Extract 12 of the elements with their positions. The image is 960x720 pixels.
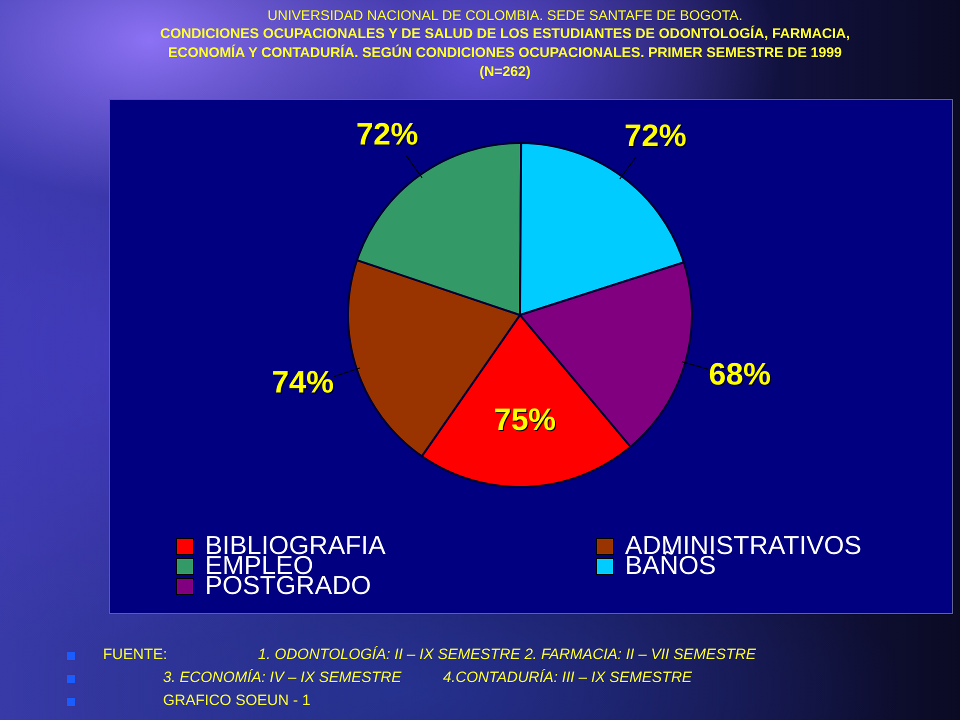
data-label: 75%	[494, 402, 556, 438]
data-label: 68%	[708, 356, 771, 392]
data-label: 74%	[272, 364, 334, 400]
text: 4.CONTADURÍA: III – IX SEMESTRE	[443, 669, 692, 687]
chart-subtitle: CONDICIONES OCUPACIONALES Y DE SALUD DE LOS ESTUDIANTES DE ODONTOLOGÍA, FARMACIA, ECONOMÍA Y CONTADURÍA. SEGÚN CONDICIONES OCUPACIONALES. PRIMER SEMESTRE DE 1999 (N=262)	[159, 24, 851, 81]
chart-title: UNIVERSIDAD NACIONAL DE COLOMBIA. SEDE SANTAFE DE BOGOTA.	[266, 7, 744, 24]
text: 1. ODONTOLOGÍA: II – IX SEMESTRE 2. FARMACIA: II – VII SEMESTRE	[258, 646, 756, 664]
text: GRAFICO SOEUN - 1	[163, 692, 311, 710]
data-label: 72%	[624, 118, 686, 154]
source-note: FUENTE:	[103, 646, 168, 664]
data-label: 72%	[356, 116, 418, 152]
text: 3. ECONOMÍA: IV – IX SEMESTRE	[163, 669, 402, 687]
